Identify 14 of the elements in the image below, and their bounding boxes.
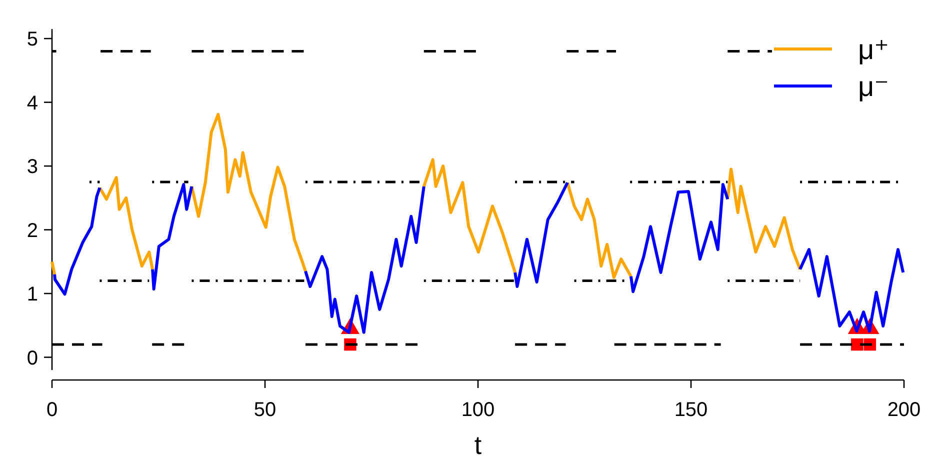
x-tick-label: 200 — [887, 399, 921, 421]
y-tick-label: 3 — [26, 156, 38, 178]
y-tick-label: 4 — [26, 92, 38, 114]
y-tick-label: 1 — [26, 284, 38, 306]
legend-label: μ⁺ — [858, 34, 889, 65]
x-tick-label: 0 — [46, 399, 58, 421]
x-tick-label: 100 — [461, 399, 495, 421]
x-axis-title: t — [474, 430, 482, 460]
x-tick-label: 50 — [254, 399, 276, 421]
y-tick-label: 5 — [26, 28, 38, 51]
y-tick-label: 2 — [26, 220, 38, 242]
x-tick-label: 150 — [674, 399, 708, 421]
y-tick-label: 0 — [26, 347, 38, 370]
legend-label: μ⁻ — [858, 71, 889, 102]
